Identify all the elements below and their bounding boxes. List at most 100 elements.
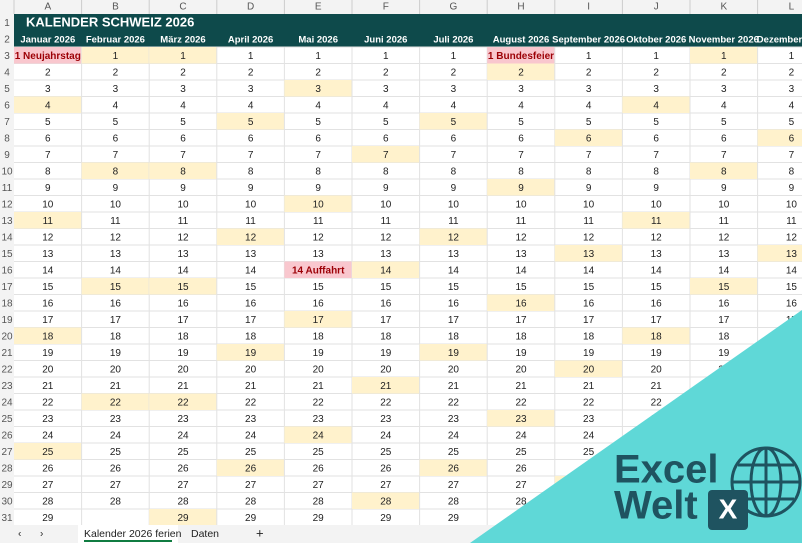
month-header: September 2026	[552, 34, 625, 45]
day-number: 14	[245, 265, 257, 276]
day-number: 24	[177, 430, 189, 441]
day-number: 5	[315, 117, 321, 128]
sunday-cell	[284, 426, 352, 443]
day-number: 2	[586, 67, 592, 78]
x-icon-letter: X	[719, 493, 738, 524]
day-number: 9	[789, 183, 795, 194]
day-number: 8	[789, 166, 795, 177]
day-number: 26	[177, 463, 189, 474]
day-number: 15	[110, 282, 122, 293]
day-number: 8	[248, 166, 254, 177]
tab-label[interactable]: Daten	[191, 528, 219, 540]
day-number: 8	[180, 166, 186, 177]
day-number: 13	[245, 249, 257, 260]
day-number: 6	[113, 133, 119, 144]
column-letter: B	[112, 2, 119, 13]
day-number: 19	[42, 348, 54, 359]
day-number: 10	[110, 199, 122, 210]
day-number: 5	[113, 117, 119, 128]
day-number: 20	[42, 364, 54, 375]
day-number: 16	[448, 298, 460, 309]
day-number: 25	[583, 447, 595, 458]
day-number: 4	[113, 100, 119, 111]
add-sheet[interactable]: +	[256, 525, 264, 540]
nav-next[interactable]: ›	[40, 529, 43, 540]
day-number: 25	[313, 447, 325, 458]
sunday-cell	[216, 344, 285, 361]
nav-prev[interactable]: ‹	[18, 529, 21, 540]
day-number: 19	[313, 348, 325, 359]
day-number: 26	[110, 463, 122, 474]
day-number: 3	[586, 84, 592, 95]
day-number: 20	[110, 364, 122, 375]
day-number: 3	[248, 84, 254, 95]
column-letter: D	[247, 2, 254, 13]
day-number: 17	[718, 315, 730, 326]
day-number: 7	[721, 150, 727, 161]
day-number: 25	[448, 447, 460, 458]
day-number: 4	[248, 100, 254, 111]
day-number: 21	[177, 381, 189, 392]
day-number: 20	[177, 364, 189, 375]
row-number: 27	[1, 447, 13, 458]
day-number: 18	[515, 331, 527, 342]
day-number: 26	[42, 463, 54, 474]
column-letter: E	[315, 2, 322, 13]
day-number: 19	[515, 348, 527, 359]
sunday-cell	[419, 113, 488, 130]
tab-label[interactable]: Kalender 2026 ferien	[84, 528, 182, 540]
day-number: 28	[313, 496, 325, 507]
day-number: 20	[515, 364, 527, 375]
day-number: 16	[110, 298, 122, 309]
day-number: 15	[245, 282, 257, 293]
day-number: 19	[245, 348, 257, 359]
day-number: 15	[313, 282, 325, 293]
day-number: 28	[110, 496, 122, 507]
day-number: 12	[583, 232, 595, 243]
day-number: 28	[42, 496, 54, 507]
day-number: 22	[42, 397, 54, 408]
day-number: 24	[583, 430, 595, 441]
day-number: 9	[518, 183, 524, 194]
day-number: 16	[177, 298, 189, 309]
day-number: 10	[718, 199, 730, 210]
day-number: 6	[180, 133, 186, 144]
day-number: 10	[42, 199, 54, 210]
day-number: 11	[43, 216, 54, 227]
sunday-cell	[284, 311, 352, 328]
active-tab[interactable]	[78, 525, 178, 543]
day-number: 28	[448, 496, 460, 507]
sunday-cell	[352, 377, 420, 394]
day-number: 7	[653, 150, 659, 161]
day-number: 4	[45, 100, 51, 111]
day-number: 16	[786, 298, 798, 309]
day-number: 9	[653, 183, 659, 194]
day-number: 24	[448, 430, 460, 441]
day-number: 10	[583, 199, 595, 210]
day-number: 12	[245, 232, 257, 243]
day-number: 27	[313, 480, 325, 491]
row-number: 6	[4, 100, 10, 111]
day-number: 29	[42, 513, 54, 524]
day-number: 22	[380, 397, 392, 408]
holiday-cell	[284, 261, 352, 278]
day-number: 17	[583, 315, 595, 326]
day-number: 7	[248, 150, 254, 161]
day-number: 14	[786, 265, 798, 276]
day-number: 12	[177, 232, 189, 243]
sunday-cell	[352, 146, 420, 163]
day-number: 6	[789, 133, 795, 144]
row-number: 10	[1, 166, 13, 177]
row-number: 31	[1, 513, 13, 524]
day-number: 2	[451, 67, 457, 78]
row-number: 4	[4, 67, 10, 78]
day-number: 4	[518, 100, 524, 111]
month-header: Mai 2026	[298, 34, 338, 45]
day-number: 19	[177, 348, 189, 359]
day-number: 24	[380, 430, 392, 441]
day-number: 14	[515, 265, 527, 276]
day-number: 14	[380, 265, 392, 276]
row-number: 12	[1, 199, 13, 210]
day-number: 16	[313, 298, 325, 309]
row-number: 21	[1, 348, 13, 359]
